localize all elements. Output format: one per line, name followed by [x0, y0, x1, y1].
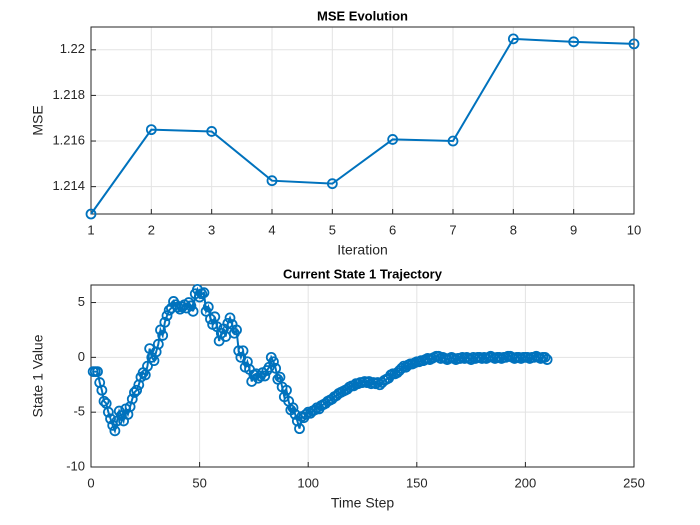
data-marker: [237, 345, 249, 357]
data-marker: [387, 134, 399, 145]
x-tick-label: 0: [87, 475, 94, 490]
y-tick-label: -10: [66, 458, 85, 473]
data-marker: [224, 312, 236, 324]
data-marker: [266, 175, 278, 187]
x-tick-label: 5: [329, 222, 336, 237]
y-axis-label: State 1 Value: [30, 334, 46, 417]
y-axis-label: MSE: [30, 105, 46, 135]
data-marker: [102, 406, 114, 418]
data-marker: [281, 384, 292, 396]
y-tick-label: 0: [78, 349, 85, 364]
data-marker: [85, 208, 97, 220]
axes-box: [90, 26, 635, 215]
data-marker: [187, 305, 199, 317]
data-marker: [222, 317, 234, 329]
chart-title: Current State 1 Trajectory: [283, 266, 443, 281]
data-marker: [142, 360, 153, 372]
data-marker: [126, 393, 138, 405]
plot-area: [91, 27, 634, 214]
x-tick-label: 2: [148, 222, 155, 237]
x-tick-label: 3: [208, 222, 215, 237]
x-tick-label: 9: [570, 222, 577, 237]
chart-title: MSE Evolution: [317, 8, 408, 23]
data-marker: [507, 33, 519, 45]
data-marker: [198, 287, 210, 299]
data-marker: [206, 126, 218, 137]
y-tick-label: 1.214: [52, 178, 85, 193]
y-tick-label: 1.22: [60, 41, 85, 56]
data-marker: [268, 356, 279, 368]
y-tick-label: 1.218: [52, 87, 85, 102]
x-tick-label: 6: [389, 222, 396, 237]
y-tick-label: 1.216: [52, 132, 85, 147]
y-tick-label: -5: [73, 404, 85, 419]
data-marker: [274, 371, 286, 383]
data-marker: [159, 316, 171, 328]
data-marker: [98, 395, 110, 407]
x-tick-label: 8: [510, 222, 517, 237]
x-tick-label: 7: [449, 222, 456, 237]
data-marker: [294, 423, 305, 435]
plot-area: [91, 285, 634, 467]
data-marker: [131, 384, 143, 396]
data-marker: [209, 311, 221, 323]
data-marker: [185, 300, 197, 312]
y-tick-label: 5: [78, 294, 85, 309]
x-tick-label: 200: [515, 475, 537, 490]
x-tick-label: 10: [627, 222, 641, 237]
data-marker: [105, 413, 116, 425]
data-marker: [287, 402, 299, 414]
data-marker: [539, 351, 551, 363]
data-marker: [109, 425, 121, 437]
x-tick-label: 4: [268, 222, 275, 237]
x-tick-label: 1: [87, 222, 94, 237]
x-axis-label: Time Step: [331, 495, 394, 511]
x-tick-label: 250: [623, 475, 645, 490]
data-marker: [145, 124, 157, 136]
data-line: [90, 37, 635, 215]
data-marker: [96, 384, 108, 396]
data-marker: [152, 338, 164, 350]
data-marker: [157, 330, 169, 341]
data-marker: [231, 324, 242, 336]
data-marker: [202, 301, 214, 313]
data-marker: [270, 362, 282, 374]
data-marker: [447, 135, 459, 147]
x-axis-label: Iteration: [337, 242, 388, 258]
x-tick-label: 50: [192, 475, 206, 490]
x-tick-label: 100: [297, 475, 319, 490]
data-marker: [92, 366, 103, 378]
x-tick-label: 150: [406, 475, 428, 490]
data-marker: [259, 370, 271, 382]
data-marker: [541, 354, 553, 365]
data-marker: [326, 178, 338, 190]
data-marker: [233, 345, 245, 357]
data-marker: [568, 36, 580, 48]
data-marker: [628, 38, 640, 50]
